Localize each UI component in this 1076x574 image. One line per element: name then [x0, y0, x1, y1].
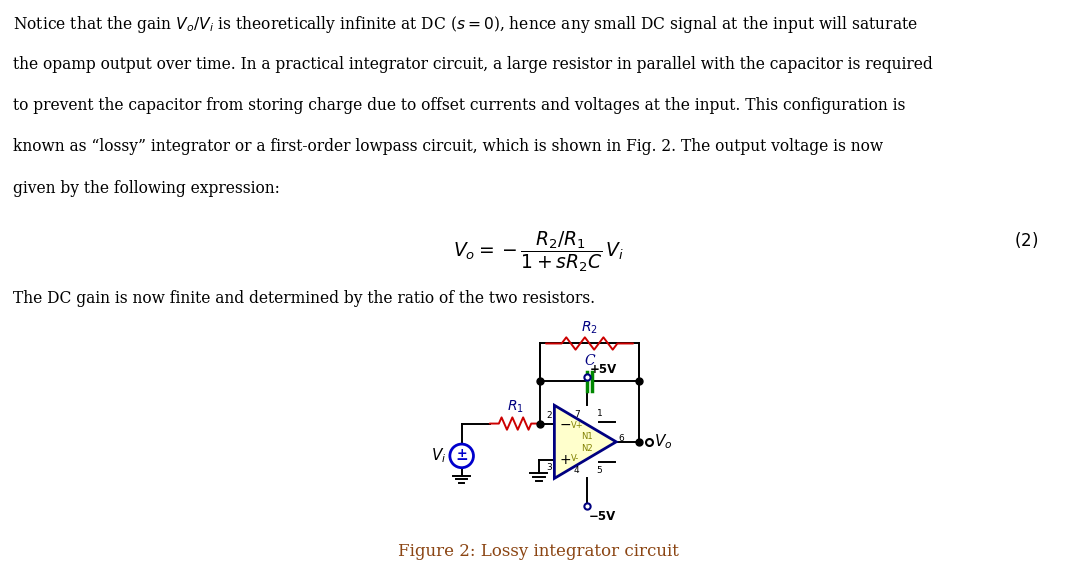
- Text: 2: 2: [547, 411, 552, 420]
- Text: −: −: [455, 452, 468, 467]
- Polygon shape: [554, 405, 617, 478]
- Text: The DC gain is now finite and determined by the ratio of the two resistors.: The DC gain is now finite and determined…: [13, 290, 595, 307]
- Text: 4: 4: [575, 466, 580, 475]
- Text: Notice that the gain $V_o/V_i$ is theoretically infinite at DC ($s = 0$), hence : Notice that the gain $V_o/V_i$ is theore…: [13, 14, 918, 36]
- Text: −5V: −5V: [589, 510, 617, 523]
- Text: $-$: $-$: [560, 417, 571, 430]
- Text: N2: N2: [581, 444, 593, 452]
- Text: C: C: [584, 354, 595, 368]
- Text: +5V: +5V: [590, 363, 618, 376]
- Text: 5: 5: [596, 466, 603, 475]
- Text: 3: 3: [547, 463, 552, 472]
- Text: to prevent the capacitor from storing charge due to offset currents and voltages: to prevent the capacitor from storing ch…: [13, 97, 905, 114]
- Text: +: +: [456, 447, 467, 460]
- Text: 7: 7: [575, 410, 580, 420]
- Text: V+: V+: [571, 421, 584, 430]
- Text: $+$: $+$: [560, 453, 571, 467]
- Text: $(2)$: $(2)$: [1015, 230, 1038, 250]
- Text: 1: 1: [596, 409, 603, 418]
- Text: known as “lossy” integrator or a first-order lowpass circuit, which is shown in : known as “lossy” integrator or a first-o…: [13, 138, 883, 156]
- Text: N1: N1: [581, 432, 593, 441]
- Text: Figure 2: Lossy integrator circuit: Figure 2: Lossy integrator circuit: [397, 542, 679, 560]
- Text: given by the following expression:: given by the following expression:: [13, 180, 280, 197]
- Text: $V_i$: $V_i$: [431, 447, 447, 465]
- Text: $R_1$: $R_1$: [507, 398, 524, 414]
- Text: V-: V-: [571, 453, 580, 463]
- Text: $R_2$: $R_2$: [581, 319, 598, 336]
- Text: 6: 6: [619, 434, 624, 443]
- Text: the opamp output over time. In a practical integrator circuit, a large resistor : the opamp output over time. In a practic…: [13, 56, 933, 73]
- Text: $V_o = -\dfrac{R_2/R_1}{1 + sR_2C}\,V_i$: $V_o = -\dfrac{R_2/R_1}{1 + sR_2C}\,V_i$: [453, 230, 623, 274]
- Text: $V_o$: $V_o$: [653, 432, 672, 451]
